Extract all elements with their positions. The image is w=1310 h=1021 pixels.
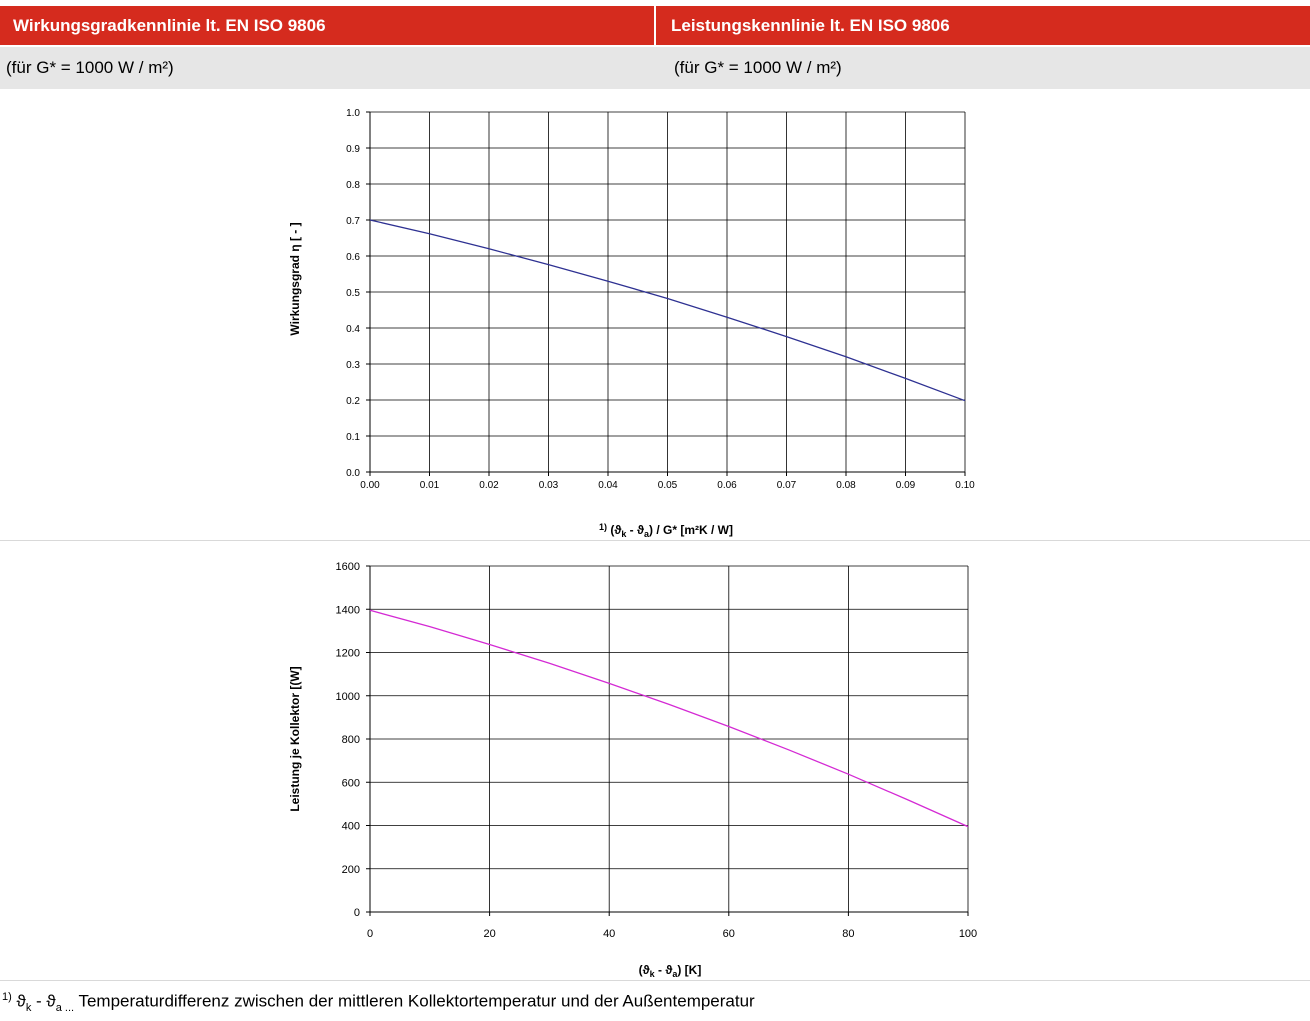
x-tick-label: 20	[483, 928, 495, 940]
power-chart: 0 20 40 60 80 100 0 200 400 600 800 1000 1200 1400 16…	[288, 561, 977, 979]
y-tick-label: 600	[342, 777, 360, 789]
y-tick-label: 0	[354, 907, 360, 919]
y-tick-label: 0.8	[346, 180, 360, 191]
series-line	[369, 219, 966, 402]
efficiency-x-axis-label: 1) (ϑk - ϑa) / G* [m²K / W]	[599, 519, 733, 539]
header-bar: Wirkungsgradkennlinie lt. EN ISO 9806 Le…	[0, 6, 1310, 45]
y-tick-label: 1600	[336, 561, 360, 573]
x-tick-label: 0.02	[479, 480, 499, 491]
efficiency-lines	[369, 219, 966, 402]
y-tick-label: 0.1	[346, 432, 360, 443]
power-curve-title: Leistungskennlinie lt. EN ISO 9806	[656, 6, 1310, 45]
series-line	[369, 609, 969, 828]
x-tick-label: 0	[367, 928, 373, 940]
x-tick-label: 0.10	[955, 480, 975, 491]
x-tick-label: 40	[603, 928, 615, 940]
footnote-text: Temperaturdifferenz zwischen der mittler…	[74, 991, 755, 1011]
y-tick-label: 1200	[336, 648, 360, 660]
x-tick-label: 80	[842, 928, 854, 940]
y-tick-label: 0.6	[346, 252, 360, 263]
y-tick-label: 400	[342, 821, 360, 833]
y-tick-label: 1000	[336, 691, 360, 703]
efficiency-x-ticks: 0.00 0.01 0.02 0.03 0.04 0.05 0.06 0.07 0.08 0.09…	[360, 472, 975, 491]
efficiency-y-ticks: 0.0 0.1 0.2 0.3 0.4 0.5 0.6 0.7 0.8 0.9 1.0	[346, 108, 370, 479]
x-tick-label: 100	[959, 928, 977, 940]
power-y-ticks: 0 200 400 600 800 1000 1200 1400 1600	[336, 561, 370, 919]
efficiency-condition: (für G* = 1000 W / m²)	[6, 58, 174, 77]
power-chart-panel: 0 20 40 60 80 100 0 200 400 600 800 1000 1200 1400 16…	[0, 541, 1310, 981]
y-tick-label: 1400	[336, 604, 360, 616]
x-tick-label: 0.05	[658, 480, 678, 491]
y-tick-label: 0.9	[346, 144, 360, 155]
y-tick-label: 800	[342, 734, 360, 746]
efficiency-chart: 0.00 0.01 0.02 0.03 0.04 0.05 0.06 0.07 0.08 0.09…	[288, 108, 975, 539]
power-condition: (für G* = 1000 W / m²)	[674, 58, 842, 77]
y-tick-label: 0.4	[346, 324, 360, 335]
x-tick-label: 60	[723, 928, 735, 940]
efficiency-x-axis-footnote-marker: 1)	[599, 522, 607, 532]
power-x-axis-label: (ϑk - ϑa) [K]	[639, 963, 702, 979]
x-tick-label: 0.04	[598, 480, 618, 491]
efficiency-grid	[369, 111, 966, 473]
power-grid	[369, 565, 969, 913]
y-tick-label: 0.2	[346, 396, 360, 407]
y-tick-label: 1.0	[346, 108, 360, 119]
y-tick-label: 200	[342, 864, 360, 876]
y-tick-label: 0.0	[346, 468, 360, 479]
x-tick-label: 0.07	[777, 480, 797, 491]
y-tick-label: 0.3	[346, 360, 360, 371]
power-y-axis-label: Leistung je Kollektor [(W]	[288, 666, 302, 811]
power-x-ticks: 0 20 40 60 80 100	[367, 912, 977, 940]
footnote-marker: 1)	[2, 991, 12, 1003]
power-lines	[369, 609, 969, 828]
x-tick-label: 0.09	[896, 480, 916, 491]
footnote: 1) ϑk - ϑa ... Temperaturdifferenz zwisc…	[2, 991, 755, 1015]
efficiency-y-axis-label: Wirkungsgrad η [ - ]	[288, 222, 302, 335]
x-tick-label: 0.01	[420, 480, 440, 491]
condition-row: (für G* = 1000 W / m²) (für G* = 1000 W …	[0, 47, 1310, 89]
x-tick-label: 0.08	[836, 480, 856, 491]
x-tick-label: 0.06	[717, 480, 737, 491]
efficiency-chart-panel: 0.00 0.01 0.02 0.03 0.04 0.05 0.06 0.07 0.08 0.09…	[0, 89, 1310, 541]
efficiency-curve-title: Wirkungsgradkennlinie lt. EN ISO 9806	[0, 6, 656, 45]
y-tick-label: 0.7	[346, 216, 360, 227]
y-tick-label: 0.5	[346, 288, 360, 299]
x-tick-label: 0.03	[539, 480, 559, 491]
x-tick-label: 0.00	[360, 480, 380, 491]
